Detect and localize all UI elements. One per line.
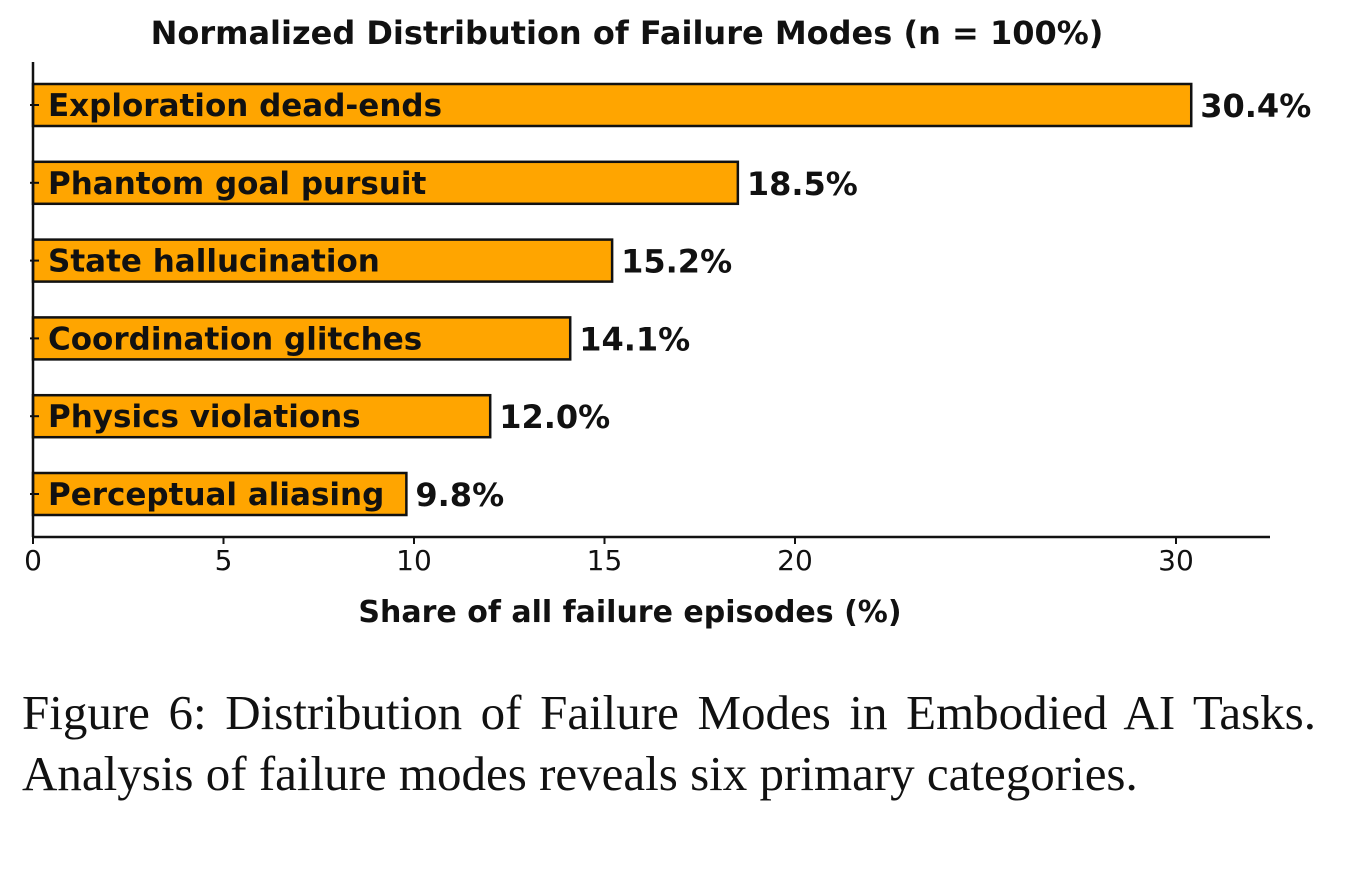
bar xyxy=(31,316,572,361)
bar-value-label: 9.8% xyxy=(415,476,504,514)
x-tick-label: 0 xyxy=(24,544,42,577)
bar-value-label: 12.0% xyxy=(499,398,610,436)
x-axis-label: Share of all failure episodes (%) xyxy=(358,595,901,630)
bar-value-label: 14.1% xyxy=(579,320,690,358)
bar-value-label: 30.4% xyxy=(1200,87,1311,125)
bar-value-label: 15.2% xyxy=(621,243,732,281)
x-tick-label: 10 xyxy=(396,544,432,577)
bar-category-label: Perceptual aliasing xyxy=(48,477,384,513)
bar-chart: Normalized Distribution of Failure Modes… xyxy=(24,14,1311,630)
bar-category-label: Physics violations xyxy=(48,399,361,435)
x-tick-label: 5 xyxy=(215,544,233,577)
bar-value-label: 18.5% xyxy=(747,165,858,203)
bar-category-label: Phantom goal pursuit xyxy=(48,166,427,202)
figure-caption: Figure 6: Distribution of Failure Modes … xyxy=(22,685,1316,801)
plot-area: Exploration dead-ends 30.4% Phantom goal p… xyxy=(24,62,1311,577)
bar-category-label: Exploration dead-ends xyxy=(48,88,442,124)
x-tick-label: 15 xyxy=(587,544,623,577)
x-tick-label: 20 xyxy=(777,544,813,577)
bar-category-label: State hallucination xyxy=(48,244,380,280)
bar-category-label: Coordination glitches xyxy=(48,321,422,357)
chart-title: Normalized Distribution of Failure Modes… xyxy=(151,14,1104,52)
bar xyxy=(31,471,408,517)
x-tick-label: 30 xyxy=(1158,544,1194,577)
